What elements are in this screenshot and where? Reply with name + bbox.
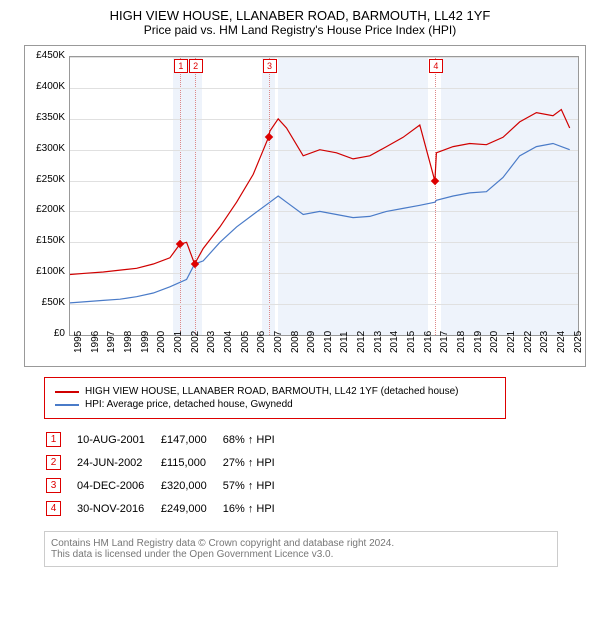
- sale-marker-2: 2: [189, 59, 203, 73]
- legend-item: HPI: Average price, detached house, Gwyn…: [55, 399, 495, 410]
- footer-l2: This data is licensed under the Open Gov…: [51, 549, 551, 560]
- xtick: 2013: [373, 331, 384, 353]
- sale-marker-1: 1: [174, 59, 188, 73]
- xtick: 2023: [539, 331, 550, 353]
- sale-delta: 68% ↑ HPI: [223, 429, 289, 450]
- xtick: 2020: [489, 331, 500, 353]
- ytick: £200K: [25, 204, 65, 215]
- xtick: 2015: [406, 331, 417, 353]
- xtick: 2002: [190, 331, 201, 353]
- xtick: 2017: [439, 331, 450, 353]
- xtick: 1995: [73, 331, 84, 353]
- xtick: 2004: [223, 331, 234, 353]
- xtick: 2006: [256, 331, 267, 353]
- ytick: £100K: [25, 266, 65, 277]
- legend-swatch: [55, 404, 79, 406]
- table-row: 4 30-NOV-2016£249,00016% ↑ HPI: [46, 498, 289, 519]
- table-row: 2 24-JUN-2002£115,00027% ↑ HPI: [46, 452, 289, 473]
- sale-price: £115,000: [161, 452, 221, 473]
- sale-index: 2: [46, 455, 61, 470]
- sale-index: 4: [46, 501, 61, 516]
- legend: HIGH VIEW HOUSE, LLANABER ROAD, BARMOUTH…: [44, 377, 506, 419]
- sale-index: 3: [46, 478, 61, 493]
- sale-date: 04-DEC-2006: [77, 475, 159, 496]
- ytick: £0: [25, 328, 65, 339]
- xtick: 1996: [90, 331, 101, 353]
- xtick: 2001: [173, 331, 184, 353]
- xtick: 1997: [106, 331, 117, 353]
- ytick: £150K: [25, 235, 65, 246]
- ytick: £350K: [25, 112, 65, 123]
- sale-delta: 16% ↑ HPI: [223, 498, 289, 519]
- page-subtitle: Price paid vs. HM Land Registry's House …: [8, 23, 592, 37]
- sale-price: £320,000: [161, 475, 221, 496]
- table-row: 1 10-AUG-2001£147,00068% ↑ HPI: [46, 429, 289, 450]
- sale-price: £147,000: [161, 429, 221, 450]
- chart-container: 12 3 4 £0 £50K £100K £150K £200K £250K £300K £350…: [24, 45, 586, 367]
- xtick: 2003: [206, 331, 217, 353]
- sale-date: 24-JUN-2002: [77, 452, 159, 473]
- sale-marker-4: 4: [429, 59, 443, 73]
- xtick: 1999: [140, 331, 151, 353]
- page-title: HIGH VIEW HOUSE, LLANABER ROAD, BARMOUTH…: [8, 8, 592, 23]
- ytick: £300K: [25, 143, 65, 154]
- footer-note: Contains HM Land Registry data © Crown c…: [44, 531, 558, 567]
- xtick: 1998: [123, 331, 134, 353]
- plot-area: 12 3 4: [69, 56, 579, 336]
- xtick: 2011: [339, 331, 350, 353]
- xtick: 2005: [240, 331, 251, 353]
- xtick: 2025: [573, 331, 584, 353]
- sales-table: 1 10-AUG-2001£147,00068% ↑ HPI 2 24-JUN-200…: [44, 427, 291, 521]
- legend-swatch: [55, 391, 79, 393]
- xtick: 2018: [456, 331, 467, 353]
- sale-price: £249,000: [161, 498, 221, 519]
- sale-index: 1: [46, 432, 61, 447]
- legend-label: HIGH VIEW HOUSE, LLANABER ROAD, BARMOUTH…: [85, 386, 458, 397]
- table-row: 3 04-DEC-2006£320,00057% ↑ HPI: [46, 475, 289, 496]
- xtick: 2014: [389, 331, 400, 353]
- sale-delta: 57% ↑ HPI: [223, 475, 289, 496]
- xtick: 2000: [156, 331, 167, 353]
- xtick: 2010: [323, 331, 334, 353]
- xtick: 2021: [506, 331, 517, 353]
- sale-date: 30-NOV-2016: [77, 498, 159, 519]
- sale-delta: 27% ↑ HPI: [223, 452, 289, 473]
- series-hpi: [70, 144, 570, 303]
- ytick: £450K: [25, 50, 65, 61]
- xtick: 2009: [306, 331, 317, 353]
- legend-label: HPI: Average price, detached house, Gwyn…: [85, 399, 293, 410]
- xtick: 2012: [356, 331, 367, 353]
- legend-item: HIGH VIEW HOUSE, LLANABER ROAD, BARMOUTH…: [55, 386, 495, 397]
- xtick: 2007: [273, 331, 284, 353]
- sale-marker-3: 3: [263, 59, 277, 73]
- xtick: 2024: [556, 331, 567, 353]
- sale-date: 10-AUG-2001: [77, 429, 159, 450]
- ytick: £400K: [25, 81, 65, 92]
- series-property: [70, 110, 570, 275]
- ytick: £250K: [25, 174, 65, 185]
- ytick: £50K: [25, 297, 65, 308]
- xtick: 2008: [290, 331, 301, 353]
- xtick: 2016: [423, 331, 434, 353]
- footer-l1: Contains HM Land Registry data © Crown c…: [51, 538, 551, 549]
- xtick: 2022: [523, 331, 534, 353]
- xtick: 2019: [473, 331, 484, 353]
